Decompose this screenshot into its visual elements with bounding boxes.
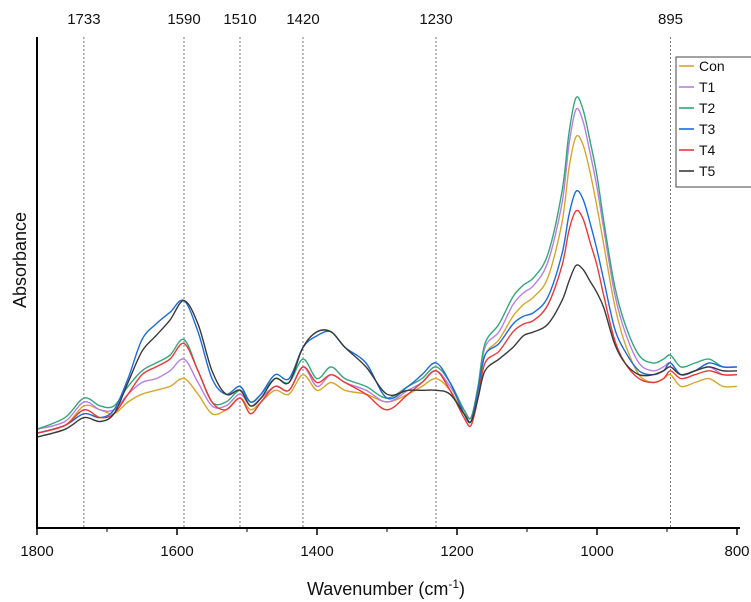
series-line-control — [36, 134, 738, 434]
series-line-t3 — [36, 190, 738, 434]
legend: Con T1 T2 T3 T4 T5 — [675, 56, 751, 188]
reference-label-1733: 1733 — [67, 11, 100, 28]
x-tick-label-1600: 1600 — [160, 543, 193, 560]
x-tick-label-1000: 1000 — [580, 543, 613, 560]
reference-line-labels: 1733 1590 1510 1420 1230 895 — [67, 11, 683, 28]
reference-label-1590: 1590 — [167, 11, 200, 28]
series-line-t1 — [36, 107, 738, 430]
legend-label-t1: T1 — [699, 79, 716, 95]
legend-box — [675, 56, 751, 188]
legend-label-t3: T3 — [699, 121, 716, 137]
series-lines — [36, 96, 738, 438]
reference-label-895: 895 — [658, 11, 683, 28]
y-axis-title: Absorbance — [10, 212, 30, 308]
reference-label-1230: 1230 — [419, 11, 452, 28]
series-line-t2 — [36, 96, 738, 430]
reference-lines — [83, 37, 671, 528]
x-tick-label-1800: 1800 — [20, 543, 53, 560]
axes — [36, 37, 740, 529]
series-line-t4 — [36, 209, 738, 434]
x-ticks: 1800 1600 1400 1200 1000 800 — [20, 528, 750, 560]
series-line-t5 — [36, 264, 738, 438]
legend-label-control: Con — [699, 58, 725, 74]
reference-label-1420: 1420 — [286, 11, 319, 28]
x-axis-title-superscript: -1 — [448, 577, 459, 591]
x-axis-title-suffix: ) — [459, 579, 465, 599]
legend-label-t4: T4 — [699, 142, 716, 158]
x-tick-label-1200: 1200 — [440, 543, 473, 560]
x-tick-label-1400: 1400 — [300, 543, 333, 560]
x-tick-label-800: 800 — [724, 543, 749, 560]
legend-label-t2: T2 — [699, 100, 716, 116]
x-axis-title: Wavenumber (cm-1) — [307, 577, 465, 599]
reference-label-1510: 1510 — [223, 11, 256, 28]
legend-label-t5: T5 — [699, 163, 716, 179]
